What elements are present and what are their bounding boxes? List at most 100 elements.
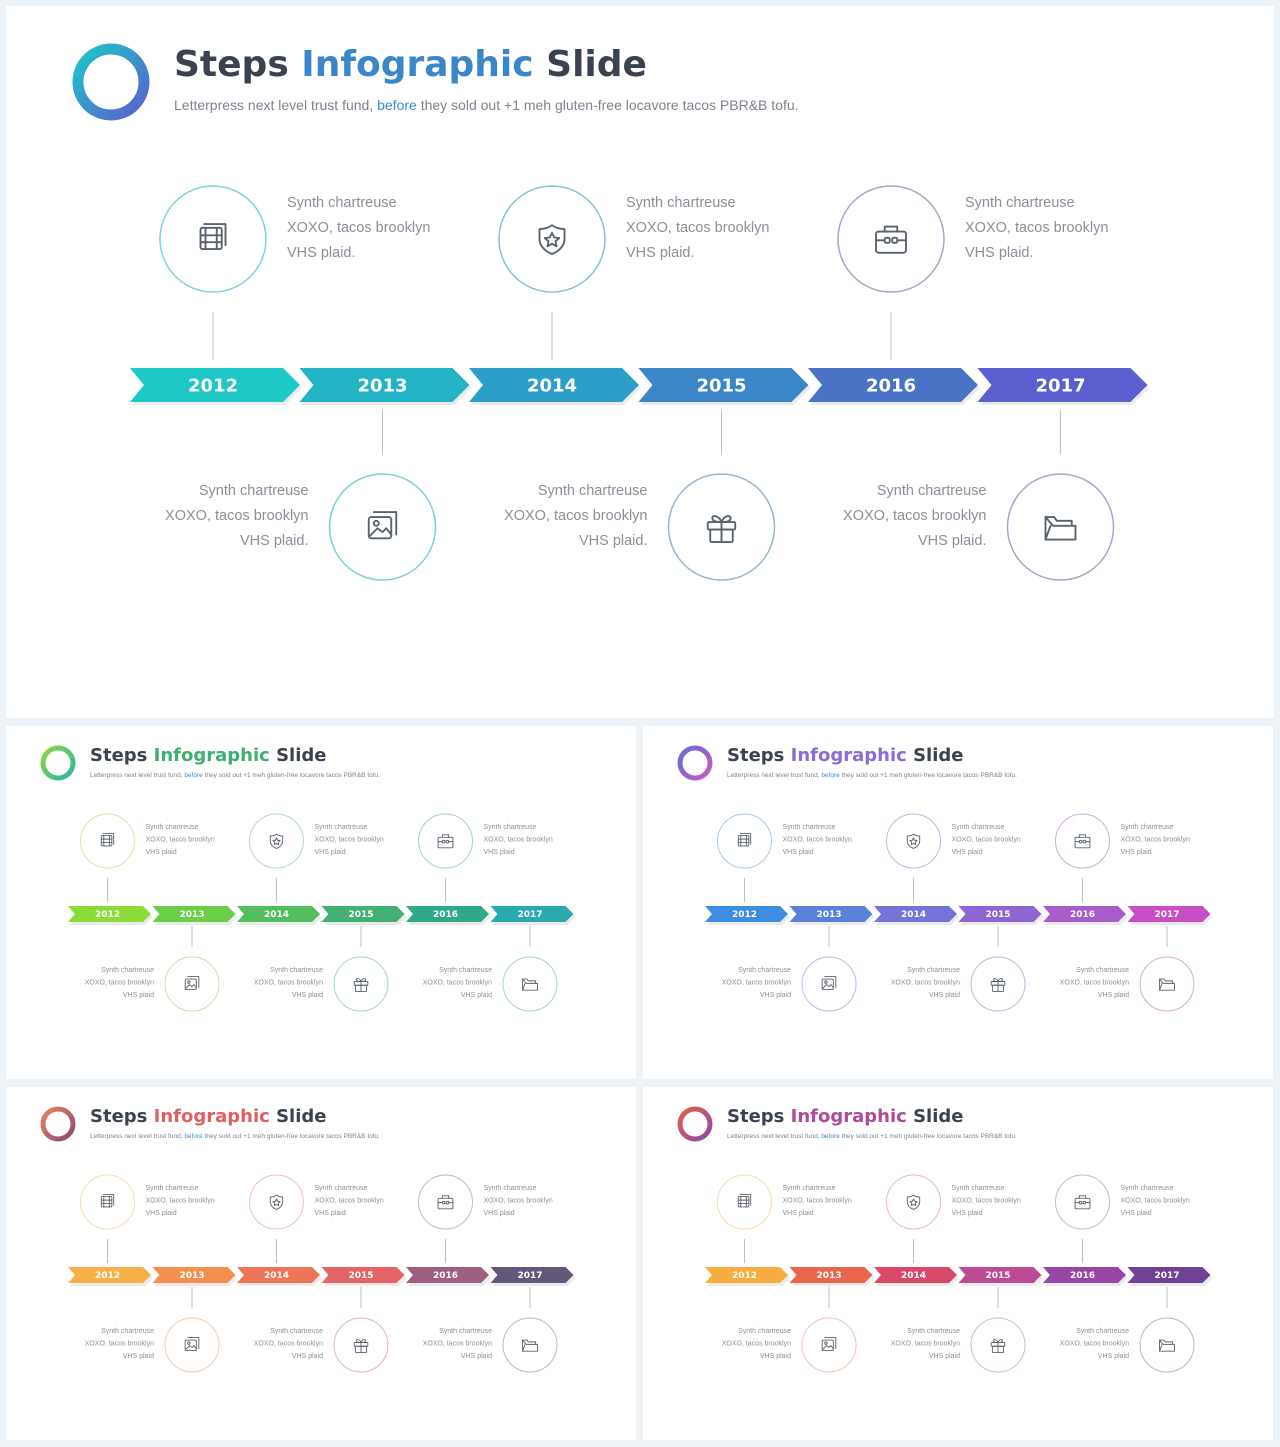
step-description-line: XOXO, tacos brooklyn <box>423 1340 492 1347</box>
step-description-line: Synth chartreuse <box>101 967 154 974</box>
step-2013: 2013 Synth chartreuse XOXO, tacos brooklyn… <box>165 368 472 581</box>
step-description-line: Synth chartreuse <box>907 967 960 974</box>
step-2013: 2013 Synth chartreuse XOXO, tacos brooklyn… <box>85 906 238 1012</box>
thumbnail-slide-warm[interactable]: Steps Infographic Slide Letterpress next … <box>6 1087 636 1440</box>
step-year-label: 2015 <box>696 375 746 396</box>
step-2017: 2017 Synth chartreuse XOXO, tacos brooklyn… <box>423 1267 576 1373</box>
step-description-line: XOXO, tacos brooklyn <box>843 508 986 524</box>
step-year-label: 2013 <box>179 910 204 920</box>
film-icon <box>100 1194 115 1208</box>
step-description-line: VHS plaid. <box>626 245 695 261</box>
step-arrow <box>874 906 957 922</box>
folder-icon <box>1159 1339 1175 1352</box>
step-description-line: Synth chartreuse <box>952 824 1005 831</box>
step-description-line: VHS plaid <box>461 992 492 999</box>
logo-ring-icon <box>40 745 76 781</box>
step-arrow <box>1043 906 1126 922</box>
main-slide-canvas: Steps Infographic Slide Letterpress next … <box>72 43 1150 581</box>
step-year-label: 2016 <box>433 910 458 920</box>
step-description-line: Synth chartreuse <box>1076 967 1129 974</box>
step-arrow <box>789 906 873 922</box>
thumbnail-canvas-green: Steps Infographic Slide Letterpress next … <box>40 745 576 1012</box>
page-subtitle: Letterpress next level trust fund, befor… <box>90 772 380 779</box>
step-arrow <box>68 906 151 922</box>
film-icon <box>737 833 752 847</box>
step-year-label: 2015 <box>348 910 373 920</box>
step-2014: 2014 Synth chartreuse XOXO, tacos brooklyn… <box>469 185 769 405</box>
briefcase-icon <box>1074 1195 1091 1210</box>
step-year-label: 2015 <box>985 1271 1010 1281</box>
step-arrow <box>977 368 1148 402</box>
step-2017: 2017 Synth chartreuse XOXO, tacos brooklyn… <box>1060 1267 1213 1373</box>
step-year-label: 2012 <box>95 1271 120 1281</box>
step-2013: 2013 Synth chartreuse XOXO, tacos brooklyn… <box>722 906 875 1012</box>
step-description-line: Synth chartreuse <box>626 195 736 211</box>
step-arrow <box>705 1267 788 1283</box>
step-arrow <box>1127 1267 1211 1283</box>
step-2016: 2016 Synth chartreuse XOXO, tacos brooklyn… <box>808 185 1108 405</box>
thumbnail-canvas-purple: Steps Infographic Slide Letterpress next … <box>677 745 1213 1012</box>
image-icon <box>184 976 200 991</box>
step-arrow <box>789 1267 873 1283</box>
step-circle <box>1055 1174 1110 1230</box>
step-description-line: VHS plaid <box>1098 1353 1129 1360</box>
step-circle <box>80 1174 135 1230</box>
step-description-line: VHS plaid <box>760 992 791 999</box>
step-2014: 2014 Synth chartreuse XOXO, tacos brooklyn… <box>237 813 384 925</box>
step-2015: 2015 Synth chartreuse XOXO, tacos brooklyn… <box>254 906 407 1012</box>
briefcase-icon <box>437 1195 454 1210</box>
shield-star-icon <box>906 1194 921 1210</box>
step-description-line: VHS plaid <box>1121 849 1152 856</box>
step-2017: 2017 Synth chartreuse XOXO, tacos brooklyn… <box>843 368 1150 581</box>
step-circle <box>159 185 267 293</box>
step-description-line: Synth chartreuse <box>783 1185 836 1192</box>
step-description-line: VHS plaid <box>315 1210 346 1217</box>
step-year-label: 2017 <box>1154 910 1179 920</box>
shield-star-icon <box>269 833 284 849</box>
step-circle <box>418 813 473 869</box>
gift-icon <box>990 1339 1006 1353</box>
step-circle <box>502 1317 558 1373</box>
step-arrow <box>808 368 978 402</box>
gift-icon <box>990 978 1006 992</box>
step-description-line: Synth chartreuse <box>146 1185 199 1192</box>
film-icon <box>737 1194 752 1208</box>
step-arrow <box>406 906 489 922</box>
thumbnail-slide-magenta[interactable]: Steps Infographic Slide Letterpress next … <box>643 1087 1273 1440</box>
step-description-line: VHS plaid <box>315 849 346 856</box>
film-icon <box>199 223 227 250</box>
step-circle <box>249 813 304 869</box>
page-title: Steps Infographic Slide <box>727 1106 964 1127</box>
step-description-line: XOXO, tacos brooklyn <box>165 508 308 524</box>
step-description-line: VHS plaid <box>929 1353 960 1360</box>
step-circle <box>837 185 945 293</box>
step-description-line: XOXO, tacos brooklyn <box>783 836 852 843</box>
step-description-line: Synth chartreuse <box>738 1328 791 1335</box>
step-arrow <box>321 1267 405 1283</box>
step-description-line: Synth chartreuse <box>484 1185 537 1192</box>
step-description-line: VHS plaid <box>123 992 154 999</box>
step-description-line: XOXO, tacos brooklyn <box>891 979 960 986</box>
step-description-line: XOXO, tacos brooklyn <box>484 836 553 843</box>
step-year-label: 2015 <box>985 910 1010 920</box>
step-2013: 2013 Synth chartreuse XOXO, tacos brooklyn… <box>85 1267 238 1373</box>
step-arrow <box>130 368 300 402</box>
step-2012: 2012 Synth chartreuse XOXO, tacos brooklyn… <box>68 1174 215 1286</box>
step-circle <box>164 1317 220 1373</box>
step-circle <box>801 1317 857 1373</box>
step-year-label: 2013 <box>179 1271 204 1281</box>
step-2015: 2015 Synth chartreuse XOXO, tacos brooklyn… <box>891 1267 1044 1373</box>
main-slide: Steps Infographic Slide Letterpress next … <box>6 6 1274 718</box>
thumbnail-slide-purple[interactable]: Steps Infographic Slide Letterpress next … <box>643 726 1273 1079</box>
step-description-line: XOXO, tacos brooklyn <box>1060 1340 1129 1347</box>
step-description-line: Synth chartreuse <box>877 483 987 499</box>
step-description-line: Synth chartreuse <box>270 967 323 974</box>
thumbnail-canvas-warm: Steps Infographic Slide Letterpress next … <box>40 1106 576 1373</box>
page-title: Steps Infographic Slide <box>727 745 964 766</box>
page-subtitle: Letterpress next level trust fund, befor… <box>174 97 799 113</box>
step-description-line: XOXO, tacos brooklyn <box>783 1197 852 1204</box>
step-description-line: XOXO, tacos brooklyn <box>1121 1197 1190 1204</box>
step-2012: 2012 Synth chartreuse XOXO, tacos brooklyn… <box>130 185 430 405</box>
step-2017: 2017 Synth chartreuse XOXO, tacos brooklyn… <box>1060 906 1213 1012</box>
thumbnail-slide-green[interactable]: Steps Infographic Slide Letterpress next … <box>6 726 636 1079</box>
